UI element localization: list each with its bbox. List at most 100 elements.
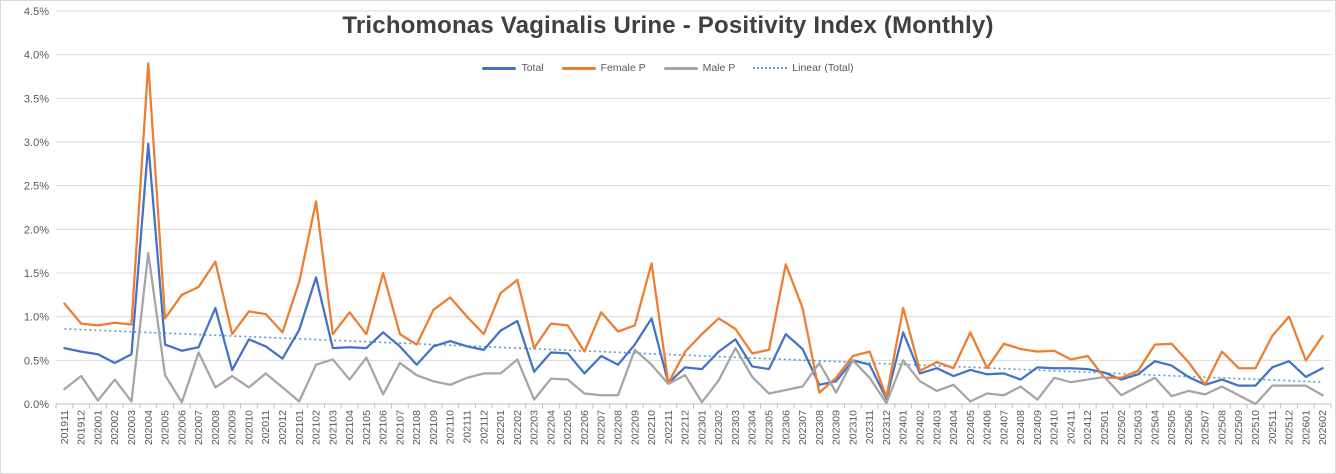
x-axis-tick-label: 202104	[344, 410, 356, 445]
legend-swatch-linear-total	[753, 67, 788, 69]
x-axis-tick-label: 202211	[663, 410, 675, 444]
legend-item-male-p[interactable]: Male P	[663, 62, 736, 74]
x-axis-tick-label: 202512	[1284, 410, 1296, 445]
x-axis-tick-label: 202008	[210, 410, 222, 445]
chart-title: Trichomonas Vaginalis Urine - Positivity…	[342, 12, 994, 39]
legend-label: Male P	[702, 62, 736, 74]
y-axis-tick-label: 2.5%	[24, 181, 49, 193]
x-axis-tick-label: 202202	[512, 410, 524, 445]
x-axis-tick-label: 202309	[831, 410, 843, 445]
x-axis-tick-label: 202405	[965, 410, 977, 445]
x-axis-tick-label: 202004	[143, 410, 155, 445]
chart-legend: Total Female P Male P Linear (Total)	[1, 62, 1335, 74]
y-axis-tick-label: 4.0%	[24, 50, 49, 62]
legend-item-linear-total[interactable]: Linear (Total)	[753, 62, 854, 74]
x-axis-tick-label: 202502	[1116, 410, 1128, 445]
y-axis-tick-label: 1.5%	[24, 268, 49, 280]
legend-item-female-p[interactable]: Female P	[561, 62, 646, 74]
x-axis-tick-label: 202009	[227, 410, 239, 445]
y-axis-tick-label: 3.0%	[24, 137, 49, 149]
y-axis-tick-label: 4.5%	[24, 6, 49, 18]
x-axis-tick-label: 202001	[92, 410, 104, 445]
legend-swatch-total	[482, 66, 517, 70]
x-axis-tick-label: 202402	[914, 410, 926, 445]
x-axis-tick-label: 202411	[1065, 410, 1077, 444]
x-axis-tick-label: 202204	[545, 410, 557, 445]
legend-label: Linear (Total)	[792, 62, 854, 74]
x-axis-tick-label: 202010	[243, 410, 255, 445]
x-axis-tick-label: 202007	[193, 410, 205, 445]
y-axis-tick-label: 1.0%	[24, 312, 49, 324]
x-axis-tick-label: 202103	[327, 410, 339, 445]
x-axis-tick-label: 202207	[596, 410, 608, 445]
x-axis-tick-label: 202101	[294, 410, 306, 445]
x-axis-tick-label: 201911	[59, 410, 71, 444]
x-axis-tick-label: 202212	[680, 410, 692, 445]
x-axis-tick-label: 202205	[562, 410, 574, 445]
x-axis-tick-label: 202409	[1032, 410, 1044, 445]
x-axis-tick-label: 202302	[713, 410, 725, 445]
x-axis-tick-label: 202401	[898, 410, 910, 445]
legend-label: Female P	[600, 62, 646, 74]
x-axis-tick-label: 202110	[445, 410, 457, 444]
x-axis-tick-label: 202602	[1317, 410, 1329, 445]
x-axis-tick-label: 201912	[76, 410, 88, 445]
legend-swatch-female-p	[561, 66, 596, 70]
x-axis-tick-label: 202410	[1049, 410, 1061, 445]
x-axis-tick-label: 202108	[411, 410, 423, 445]
x-axis-tick-label: 202105	[361, 410, 373, 445]
x-axis-tick-label: 202311	[864, 410, 876, 444]
x-axis-tick-label: 202203	[529, 410, 541, 445]
x-axis-tick-label: 202403	[931, 410, 943, 445]
x-axis-tick-label: 202011	[260, 410, 272, 444]
x-axis-tick-label: 202109	[428, 410, 440, 445]
x-axis-tick-label: 202012	[277, 410, 289, 445]
x-axis-tick-label: 202006	[176, 410, 188, 445]
x-axis-tick-label: 202308	[814, 410, 826, 445]
x-axis-tick-label: 202106	[378, 410, 390, 445]
x-axis-tick-label: 202303	[730, 410, 742, 445]
x-axis-tick-label: 202002	[109, 410, 121, 445]
x-axis-tick-label: 202508	[1216, 410, 1228, 445]
x-axis-tick-label: 202503	[1133, 410, 1145, 445]
x-axis-tick-label: 202111	[462, 410, 474, 444]
x-axis-tick-label: 202507	[1200, 410, 1212, 445]
series-line-total[interactable]	[63, 142, 1324, 400]
legend-label: Total	[521, 62, 544, 74]
x-axis-tick-label: 202511	[1267, 410, 1279, 444]
x-axis-tick-label: 202206	[579, 410, 591, 445]
x-axis-tick-label: 202102	[311, 410, 323, 445]
y-axis-tick-label: 2.0%	[24, 224, 49, 236]
x-axis-tick-label: 202505	[1166, 410, 1178, 445]
x-axis-tick-label: 202504	[1149, 410, 1161, 445]
x-axis-tick-label: 202112	[478, 410, 490, 444]
legend-item-total[interactable]: Total	[482, 62, 544, 74]
series-line-male-p[interactable]	[63, 251, 1324, 406]
x-axis-tick-label: 202406	[982, 410, 994, 445]
x-axis-tick-label: 202301	[696, 410, 708, 445]
y-axis-tick-label: 3.5%	[24, 93, 49, 105]
x-axis-tick-label: 202408	[1015, 410, 1027, 445]
x-axis-tick-label: 202404	[948, 410, 960, 445]
y-axis-tick-label: 0.0%	[24, 399, 49, 411]
x-axis-tick-label: 202407	[998, 410, 1010, 445]
x-axis-tick-label: 202209	[629, 410, 641, 445]
x-axis-tick-label: 202005	[160, 410, 172, 445]
x-axis-tick-label: 202412	[1082, 410, 1094, 445]
x-axis-tick-label: 202305	[763, 410, 775, 445]
legend-swatch-male-p	[663, 66, 698, 70]
y-axis-tick-label: 0.5%	[24, 355, 49, 367]
series-line-female-p[interactable]	[63, 62, 1324, 399]
x-axis-tick-label: 202312	[881, 410, 893, 445]
x-axis-tick-label: 202509	[1233, 410, 1245, 445]
trendline-linear-total[interactable]	[64, 328, 1323, 383]
x-axis-tick-label: 202501	[1099, 410, 1111, 445]
x-axis-tick-label: 202107	[394, 410, 406, 445]
x-axis-tick-label: 202601	[1300, 410, 1312, 445]
x-axis-tick-label: 202510	[1250, 410, 1262, 445]
x-axis-tick-label: 202506	[1183, 410, 1195, 445]
x-axis-tick-label: 202307	[797, 410, 809, 445]
x-axis-tick-label: 202306	[780, 410, 792, 445]
x-axis-tick-label: 202310	[847, 410, 859, 445]
